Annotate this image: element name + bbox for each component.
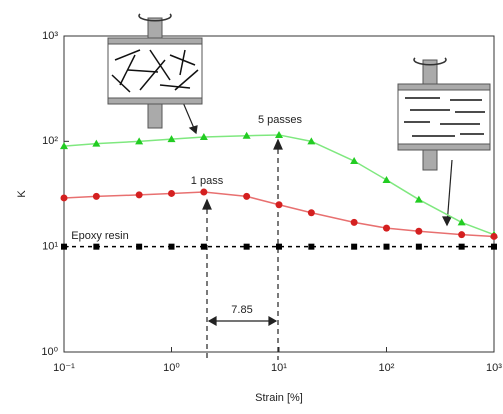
illustration-random bbox=[107, 13, 203, 129]
point bbox=[382, 175, 391, 183]
point bbox=[60, 142, 68, 150]
point bbox=[243, 192, 251, 200]
point bbox=[243, 243, 250, 250]
y-tick-label: 10² bbox=[42, 135, 58, 147]
point bbox=[136, 243, 143, 250]
x-tick-label: 10³ bbox=[486, 362, 502, 374]
point bbox=[93, 243, 100, 250]
point bbox=[92, 139, 101, 147]
series-label: Epoxy resin bbox=[71, 230, 128, 242]
point bbox=[351, 243, 358, 250]
point bbox=[135, 191, 143, 199]
point bbox=[307, 209, 315, 217]
point bbox=[415, 243, 422, 250]
annotation-lines bbox=[181, 99, 453, 360]
point bbox=[200, 243, 207, 250]
point bbox=[200, 188, 208, 196]
point bbox=[275, 201, 283, 209]
illustration-aligned bbox=[397, 57, 491, 171]
series-label: 1 pass bbox=[191, 175, 224, 187]
point bbox=[135, 137, 144, 145]
point bbox=[276, 243, 282, 250]
point bbox=[168, 243, 175, 250]
x-axis-title: Strain [%] bbox=[255, 392, 303, 404]
point bbox=[92, 192, 100, 200]
point bbox=[167, 135, 176, 143]
point bbox=[307, 137, 316, 145]
point bbox=[458, 243, 465, 250]
y-tick-label: 10⁰ bbox=[41, 346, 58, 358]
x-tick-label: 10⁻¹ bbox=[53, 362, 75, 374]
point bbox=[61, 243, 67, 250]
point bbox=[491, 243, 497, 250]
point bbox=[308, 243, 315, 250]
y-axis-title: K bbox=[16, 190, 28, 198]
point bbox=[242, 131, 251, 139]
point bbox=[275, 130, 283, 138]
point bbox=[60, 194, 68, 202]
point bbox=[383, 224, 390, 232]
point bbox=[199, 132, 208, 140]
point bbox=[383, 243, 390, 250]
point bbox=[350, 157, 359, 165]
x-tick-label: 10² bbox=[379, 362, 395, 374]
series-label: 5 passes bbox=[258, 114, 303, 126]
point bbox=[457, 218, 466, 226]
x-tick-label: 10⁰ bbox=[163, 362, 180, 374]
x-tick-label: 10¹ bbox=[271, 362, 287, 374]
point bbox=[490, 232, 498, 240]
point bbox=[415, 227, 423, 235]
point bbox=[458, 231, 466, 239]
point bbox=[350, 218, 358, 226]
annotation: 7.85 bbox=[231, 304, 252, 316]
y-tick-label: 10¹ bbox=[42, 241, 58, 253]
point bbox=[168, 189, 175, 197]
point bbox=[414, 195, 423, 203]
y-tick-label: 10³ bbox=[42, 30, 58, 42]
